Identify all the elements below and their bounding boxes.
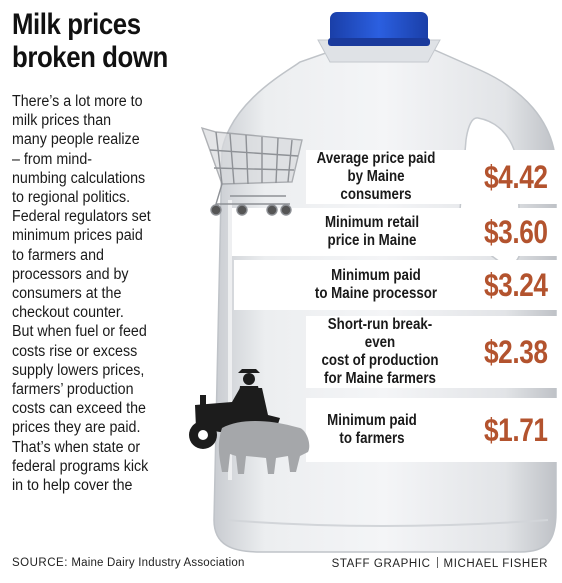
intro-line: costs rise or excess [12,342,138,360]
price-value: $4.42 [484,158,548,195]
source-label: SOURCE: [12,557,68,569]
intro-line: milk prices than [12,112,112,130]
price-label-line: for Maine farmers [324,370,436,387]
source-text: Maine Dairy Industry Association [71,557,245,569]
price-label-line: Average price paid [316,150,436,167]
intro-line: minimum prices paid [12,227,143,245]
source-credit: SOURCE: Maine Dairy Industry Association [12,557,245,569]
price-label: Short-run break-even cost of production … [313,316,447,388]
intro-line: But when fuel or feed [12,323,147,341]
price-label: Minimum paid to farmers [312,412,432,448]
intro-line: processors and by [12,265,129,283]
title-line-1: Milk prices [12,8,141,41]
price-label-line: to farmers [339,430,405,447]
intro-line: to farmers and [12,246,104,264]
price-value: $2.38 [484,333,548,370]
price-label-line: Minimum paid [327,412,417,429]
page-title: Milk prices broken down [12,8,184,74]
price-label-line: price in Maine [327,232,417,249]
intro-line: in to help cover the [12,477,133,495]
price-label-line: Short-run break-even [327,316,433,351]
intro-line: There’s a lot more to [12,93,143,110]
intro-line: Federal regulators set [12,208,151,226]
price-value: $3.60 [484,213,548,250]
intro-line: – from mind- [12,150,93,168]
price-row-consumer: Average price paid by Maine consumers $4… [302,150,549,204]
intro-text: There’s a lot more to milk prices than m… [12,92,208,495]
price-row-farmer-minimum: Minimum paid to farmers $1.71 [302,402,548,458]
price-row-retail-minimum: Minimum retail price in Maine $3.60 [302,208,548,256]
shopping-cart-icon [200,126,303,216]
price-value: $3.24 [484,266,548,303]
cow-icon [218,421,310,474]
credit-right: MICHAEL FISHER [443,558,548,570]
intro-line: federal programs kick [12,457,149,475]
credit-divider [436,557,438,568]
price-label: Minimum retail price in Maine [312,214,432,250]
price-row-processor-minimum: Minimum paid to Maine processor $3.24 [302,261,549,309]
price-label-line: cost of production [321,352,439,369]
price-value: $1.71 [484,411,548,448]
credit-left: STAFF GRAPHIC [331,558,431,570]
intro-line: That’s when state or [12,438,141,456]
price-label-line: Minimum paid [331,267,421,284]
staff-credit: STAFF GRAPHIC MICHAEL FISHER [332,557,548,570]
intro-line: supply lowers prices, [12,361,145,379]
intro-line: checkout counter. [12,304,124,322]
intro-line: many people realize [12,131,140,149]
intro-line: to regional politics. [12,189,131,207]
price-label: Minimum paid to Maine processor [312,267,439,303]
price-label-line: to Maine processor [314,285,438,302]
intro-line: consumers at the [12,285,122,303]
price-label-line: by Maine consumers [340,168,412,203]
price-label-line: Minimum retail [324,214,420,231]
intro-line: prices they are paid. [12,419,141,437]
intro-line: farmers’ production [12,381,134,399]
intro-line: costs can exceed the [12,400,146,418]
title-line-2: broken down [12,41,168,74]
price-label: Average price paid by Maine consumers [312,150,439,204]
price-row-break-even: Short-run break-even cost of production … [302,316,548,388]
intro-line: numbing calculations [12,169,146,187]
tractor-icon [189,369,280,449]
